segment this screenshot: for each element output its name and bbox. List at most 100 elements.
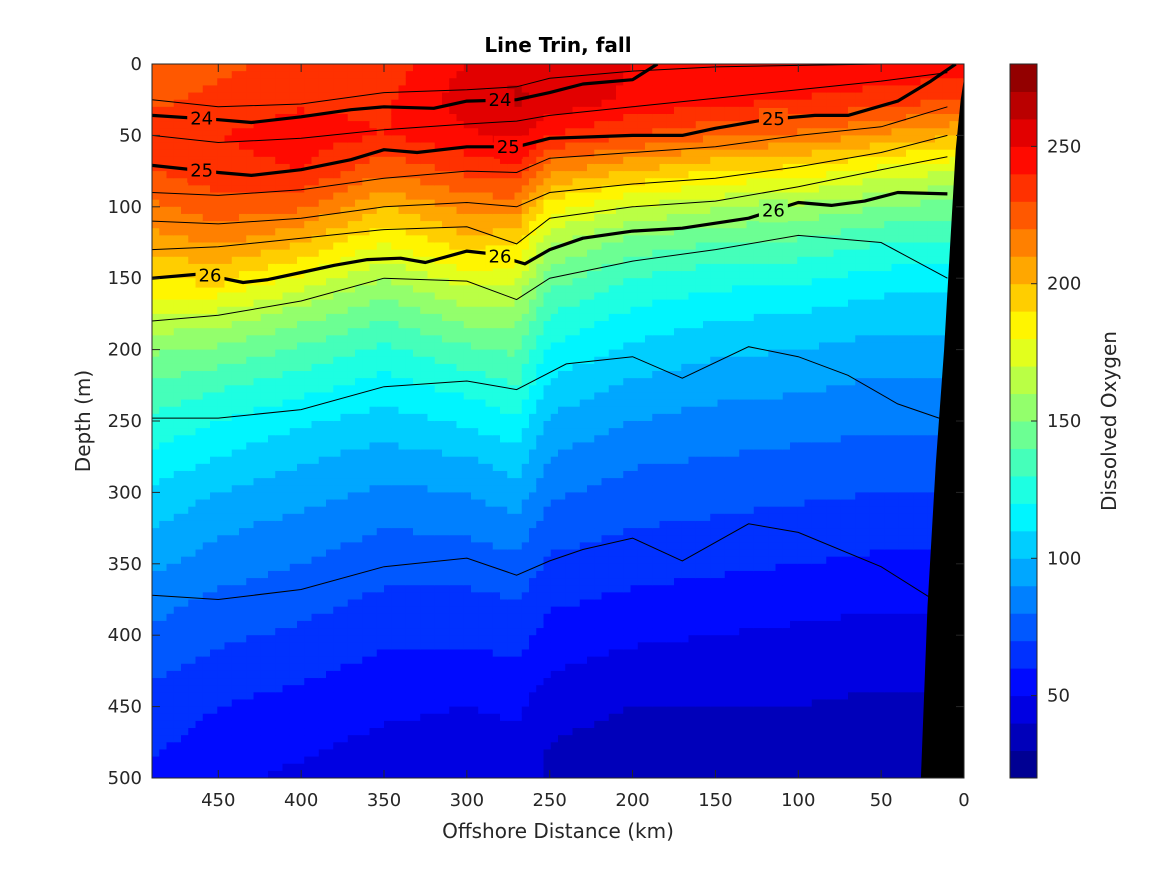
- field-cell: [210, 71, 218, 79]
- field-cell: [217, 206, 226, 215]
- field-cell: [275, 520, 284, 529]
- field-cell: [333, 292, 342, 301]
- field-cell: [442, 670, 450, 679]
- field-cell: [449, 706, 458, 715]
- field-cell: [253, 292, 262, 301]
- field-cell: [420, 213, 429, 222]
- field-cell: [224, 449, 233, 458]
- field-cell: [181, 570, 189, 579]
- field-cell: [485, 763, 494, 772]
- field-cell: [420, 592, 429, 601]
- field-cell: [471, 478, 479, 486]
- field-cell: [260, 542, 269, 551]
- field-cell: [289, 599, 298, 608]
- field-cell: [434, 620, 443, 629]
- field-cell: [282, 128, 291, 136]
- field-cell: [289, 128, 298, 136]
- field-cell: [260, 763, 269, 772]
- field-cell: [152, 99, 160, 108]
- field-cell: [405, 185, 414, 194]
- field-cell: [181, 635, 189, 643]
- field-cell: [485, 692, 494, 701]
- field-cell: [376, 99, 385, 108]
- field-cell: [420, 506, 429, 515]
- field-cell: [413, 542, 421, 551]
- field-cell: [456, 749, 465, 758]
- field-cell: [507, 356, 516, 365]
- field-cell: [471, 692, 479, 701]
- field-cell: [355, 470, 363, 479]
- field-cell: [456, 278, 465, 286]
- field-cell: [333, 742, 342, 751]
- field-cell: [289, 485, 298, 493]
- field-cell: [391, 206, 400, 215]
- field-cell: [268, 292, 276, 301]
- field-cell: [492, 670, 501, 679]
- field-cell: [311, 528, 320, 536]
- field-cell: [427, 156, 436, 165]
- field-cell: [384, 578, 392, 586]
- field-cell: [398, 735, 407, 743]
- field-cell: [427, 71, 436, 79]
- field-cell: [391, 470, 400, 479]
- field-cell: [159, 735, 168, 743]
- field-cell: [492, 278, 501, 286]
- field-cell: [195, 242, 204, 251]
- field-cell: [485, 742, 494, 751]
- field-cell: [275, 413, 284, 422]
- field-cell: [152, 635, 160, 643]
- field-cell: [384, 378, 392, 386]
- field-cell: [376, 285, 385, 294]
- field-cell: [449, 513, 458, 522]
- field-cell: [239, 649, 247, 658]
- field-cell: [231, 199, 240, 208]
- field-cell: [224, 306, 233, 315]
- field-cell: [362, 485, 371, 493]
- field-cell: [282, 442, 291, 451]
- field-cell: [405, 78, 414, 87]
- field-cell: [173, 642, 182, 651]
- field-cell: [289, 513, 298, 522]
- field-cell: [340, 578, 349, 586]
- field-cell: [420, 770, 429, 778]
- field-cell: [239, 78, 247, 87]
- field-cell: [304, 113, 313, 122]
- field-cell: [398, 228, 407, 236]
- field-cell: [152, 135, 160, 144]
- field-cell: [239, 549, 247, 558]
- field-cell: [463, 271, 472, 279]
- field-cell: [326, 149, 334, 158]
- field-cell: [347, 435, 356, 444]
- field-cell: [318, 442, 327, 451]
- field-cell: [442, 763, 450, 772]
- field-cell: [413, 206, 421, 215]
- field-cell: [355, 278, 363, 286]
- field-cell: [347, 520, 356, 529]
- field-cell: [369, 706, 378, 715]
- field-cell: [239, 421, 247, 429]
- field-cell: [398, 742, 407, 751]
- field-cell: [246, 221, 255, 229]
- field-cell: [304, 635, 313, 643]
- field-cell: [369, 592, 378, 601]
- field-cell: [289, 613, 298, 622]
- field-cell: [434, 278, 443, 286]
- field-cell: [427, 678, 436, 686]
- field-cell: [326, 678, 334, 686]
- field-cell: [485, 535, 494, 543]
- field-cell: [253, 378, 262, 386]
- field-cell: [442, 628, 450, 636]
- field-cell: [449, 449, 458, 458]
- field-cell: [398, 456, 407, 465]
- field-cell: [333, 263, 342, 272]
- field-cell: [253, 520, 262, 529]
- field-cell: [318, 178, 327, 186]
- field-cell: [202, 449, 211, 458]
- field-cell: [420, 606, 429, 615]
- field-cell: [253, 106, 262, 115]
- field-cell: [326, 599, 334, 608]
- field-cell: [231, 685, 240, 693]
- field-cell: [275, 442, 284, 451]
- field-cell: [166, 71, 175, 79]
- field-cell: [463, 121, 472, 129]
